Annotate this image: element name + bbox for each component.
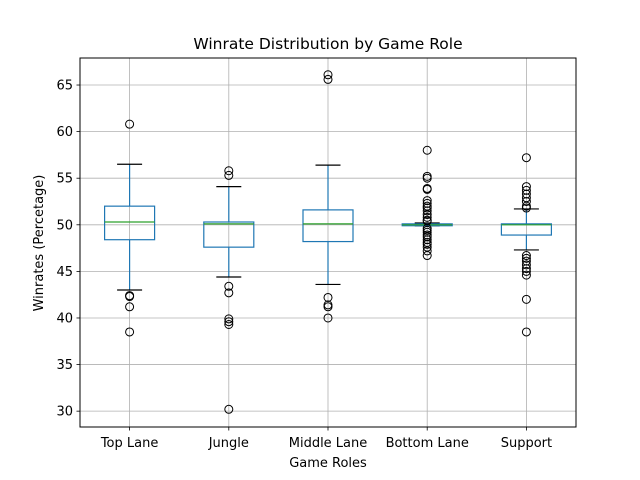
outlier-point [323,292,333,302]
outlier-point [521,185,531,195]
y-tick-label: 35 [56,358,73,373]
outlier-point [422,173,432,183]
y-tick-label: 40 [56,311,73,326]
outlier-point [521,294,531,304]
y-tick-label: 50 [56,218,73,233]
outlier-point [422,196,432,206]
outlier-point [422,251,432,261]
outlier-point [422,198,432,208]
y-axis-label: Winrates (Percetage) [32,175,47,312]
outlier-point [422,232,432,242]
outlier-point [521,153,531,163]
outlier-point [422,227,432,237]
outlier-point [224,320,234,329]
outlier-point [422,239,432,249]
box-iqr [203,221,255,248]
outlier-point [422,216,432,226]
box-iqr [103,205,156,241]
outlier-point [521,264,531,274]
y-tick-label: 65 [56,79,73,94]
outlier-point [323,70,333,80]
outlier-point [422,203,432,213]
outlier-point [422,212,432,222]
y-tick-label: 55 [56,172,73,187]
outlier-point [422,184,432,194]
box-group [203,166,255,414]
box-group [401,145,453,261]
x-tick-label: Top Lane [100,436,159,451]
outlier-point [422,145,432,155]
chart-title: Winrate Distribution by Game Role [193,35,462,53]
outlier-point [422,210,432,220]
outlier-point [521,327,531,337]
outlier-point [224,404,234,414]
boxes-layer [103,70,552,414]
outlier-point [125,302,135,312]
box-iqr [500,223,552,236]
outlier-point [125,292,135,302]
outlier-point [521,182,531,192]
outlier-point [224,166,234,176]
outlier-point [422,246,432,256]
y-tick-label: 60 [56,125,73,140]
outlier-point [521,253,531,263]
outlier-point [422,206,432,216]
outlier-point [323,302,333,312]
outlier-point [521,266,531,276]
outlier-point [521,251,531,261]
outlier-point [521,189,531,199]
outlier-point [224,281,234,291]
outlier-point [125,119,135,129]
box-group [500,153,552,337]
outlier-point [521,256,531,266]
outlier-point [125,327,135,337]
outlier-point [521,197,531,206]
box-group [302,70,354,323]
outlier-point [521,203,531,213]
x-axis-label: Game Roles [289,456,367,471]
outlier-point [224,317,234,327]
outlier-point [224,314,234,324]
x-tick-label: Middle Lane [289,436,368,451]
outlier-point [521,270,531,280]
y-tick-label: 45 [56,265,73,280]
outlier-point [224,170,234,180]
y-tick-label: 30 [56,405,73,420]
outlier-point [323,74,333,84]
outlier-point [323,313,333,323]
box-iqr [302,209,354,243]
outlier-point [224,288,234,298]
x-tick-label: Bottom Lane [386,436,469,451]
x-tick-label: Support [501,436,552,451]
outlier-point [521,260,531,270]
x-tick-label: Jungle [208,436,249,451]
axis-ticks: 30 35 40 45 50 55 60 65 Top Lane Jungle Middle Lan… [56,79,552,451]
box-group [103,119,156,337]
outlier-point [422,235,432,245]
